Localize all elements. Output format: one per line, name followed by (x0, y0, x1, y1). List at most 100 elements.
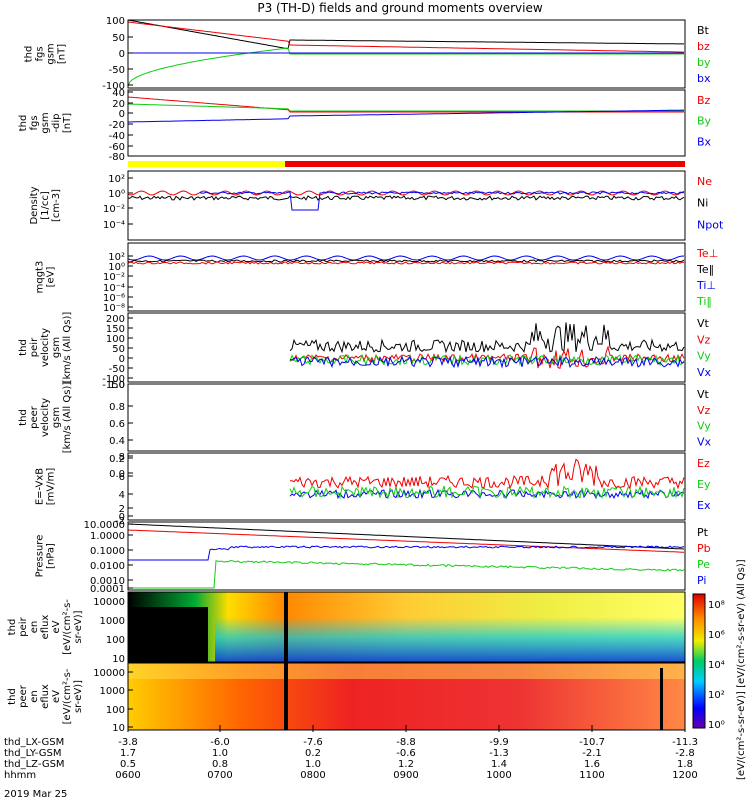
x-row-value: 1.0 (212, 748, 228, 759)
legend-Vy: Vy (697, 420, 711, 433)
x-row-value: 0.8 (212, 759, 228, 770)
panel-6: 1.0 0.8 0.6 0.4 0.2 0.0 thd peer velocity gsm [km/… (18, 380, 712, 480)
y-axis-label: Pressure (35, 535, 46, 578)
y-tick-label: 10⁻⁶ (103, 293, 125, 304)
trace-By (127, 103, 684, 112)
trace-Bt (127, 19, 684, 50)
y-tick-label: 10² (108, 252, 125, 263)
y-tick-label: 6 (119, 472, 125, 483)
legend-Vt: Vt (697, 317, 710, 330)
x-row-value: 1.2 (398, 759, 414, 770)
trace-Npot (199, 191, 684, 211)
y-axis-label: gsm (51, 337, 62, 358)
legend-Ne: Ne (697, 175, 712, 188)
y-axis-label: peir (18, 616, 29, 636)
y-tick-label: 2 (119, 504, 125, 515)
panel-9: 10000 1000 100 10 thd peir en eflux eV [eV/(cm²-s… (7, 591, 686, 665)
y-axis-label: eflux (40, 615, 51, 640)
y-tick-label: 200 (106, 314, 125, 325)
y-tick-label: 10⁻² (103, 272, 125, 283)
y-tick-label: 50 (112, 344, 125, 355)
y-tick-label: -50 (109, 364, 125, 375)
y-tick-label: 10² (108, 174, 125, 185)
trace-Vy (289, 353, 685, 367)
trace-Ey (289, 485, 685, 500)
y-axis-label: en (29, 621, 40, 634)
figure-title: P3 (TH-D) fields and ground moments over… (257, 1, 542, 15)
y-axis-label: velocity (40, 328, 51, 367)
y-axis-label: gsm (40, 112, 51, 133)
y-axis-label: sr-eV)] (73, 610, 84, 643)
y-axis-label: gsm (51, 407, 62, 428)
y-tick-label: 10⁻⁴ (103, 283, 125, 294)
y-tick-label: 10000 (93, 597, 125, 608)
y-tick-label: 50 (112, 33, 125, 44)
legend-Npot: Npot (697, 218, 724, 231)
x-row-value: 1.4 (491, 759, 507, 770)
legend-Vx: Vx (697, 435, 712, 448)
x-row-value: -3.8 (118, 737, 138, 748)
x-row-name: thd_LY-GSM (4, 748, 61, 759)
y-axis-label: fgs (35, 46, 46, 61)
y-axis-label: Density (29, 186, 40, 224)
x-row-value: 1.6 (584, 759, 600, 770)
y-tick-label: -60 (109, 142, 125, 153)
y-tick-label: 4 (119, 490, 125, 501)
y-tick-label: 10⁰ (108, 189, 125, 200)
y-tick-label: 0.6 (109, 419, 125, 430)
panel-frame (127, 89, 686, 157)
panel-3: 10² 10⁰ 10⁻² 10⁻⁴ Density [1/cc] [cm-3] Ne Ni Npo… (29, 170, 724, 241)
y-axis-label: [cm-3] (51, 189, 62, 222)
y-axis-label: [mV/m] (46, 468, 57, 506)
x-row-value: 1.8 (677, 759, 693, 770)
panel-frame (127, 452, 686, 521)
legend-Bx: Bx (697, 135, 712, 148)
colorbar-label: [eV/(cm²-s-sr-eV)] [eV/(cm²-s-sr-eV) (Al… (736, 559, 747, 780)
panel-frame (127, 19, 686, 89)
y-tick-label: -2 (115, 516, 125, 527)
y-axis-label: eV (51, 690, 62, 703)
y-tick-label: 1.0000 (90, 531, 125, 542)
panel-frame (127, 170, 686, 241)
panel-frame (127, 242, 686, 312)
x-axis-annotation: thd_LX-GSM -3.8 -6.0 -7.6 -8.8 -9.9 -10.7 -11.3… (4, 725, 698, 781)
panel-7: 8 6 4 20-2 E=-VxB [mV/m] Ez Ey Ex (35, 452, 711, 527)
x-row-value: -10.7 (579, 737, 605, 748)
y-tick-label: 0.4 (109, 436, 125, 447)
y-axis-label: [eV/(cm²-s- (62, 668, 73, 724)
y-tick-label: 20 (112, 99, 125, 110)
trace-Vx (289, 355, 685, 369)
low-energy-band (215, 617, 685, 662)
y-tick-label: 0.1000 (90, 546, 125, 557)
y-axis-label: eflux (40, 684, 51, 709)
legend-By: By (697, 115, 712, 128)
y-axis-label: [eV/(cm²-s- (62, 599, 73, 655)
x-row-value: -11.3 (672, 737, 698, 748)
colorbar-tick: 10⁸ (708, 600, 725, 611)
x-row-value: 1.7 (120, 748, 136, 759)
x-row-value: -2.8 (675, 748, 695, 759)
panel-1: 100 50 0 -50 -100 thd fgs gsm [nT] Bt bz by bx (24, 16, 711, 92)
x-row-value: 0.5 (120, 759, 136, 770)
y-tick-label: 0.0 (109, 469, 125, 480)
y-axis-label: [km/s (All Qs)] (62, 382, 73, 454)
x-row-value: -2.1 (582, 748, 602, 759)
x-row-value: 1000 (486, 770, 511, 781)
trace-Pe (128, 560, 685, 589)
colorbar-tick: 10² (708, 690, 725, 701)
y-axis-label: fgs (29, 115, 40, 130)
x-row-name: thd_LZ-GSM (4, 759, 65, 770)
y-tick-label: 0.0010 (90, 576, 125, 587)
legend-Vy: Vy (697, 350, 711, 363)
y-tick-label: 1.0 (109, 380, 125, 391)
trace-Ni (127, 195, 685, 201)
y-axis-label: E=-VxB (35, 468, 46, 505)
trace-Pi (128, 545, 685, 561)
y-axis-label: [eV] (46, 267, 57, 288)
x-row-value: -0.6 (396, 748, 416, 759)
y-tick-label: -80 (109, 152, 125, 163)
y-axis-label: [km/s (All Qs)] (62, 312, 73, 384)
legend-Ez: Ez (697, 457, 710, 470)
